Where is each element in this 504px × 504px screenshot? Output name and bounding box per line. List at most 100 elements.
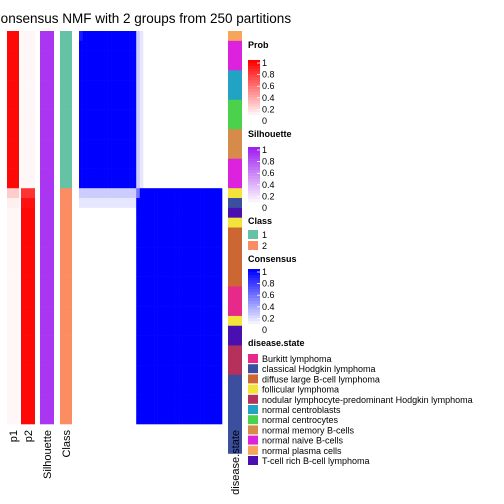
consensus-cell — [93, 109, 98, 120]
class-cell — [60, 414, 72, 425]
consensus-cell — [168, 227, 173, 238]
p2-cell — [21, 198, 35, 209]
consensus-cell — [143, 198, 148, 209]
consensus-cell — [200, 217, 205, 228]
consensus-cell — [139, 256, 144, 268]
consensus-cell — [164, 355, 169, 366]
consensus-cell — [107, 198, 112, 209]
legend-gradient-step — [248, 109, 260, 113]
legend-gradient-step — [248, 176, 260, 180]
consensus-cell — [146, 139, 151, 150]
consensus-cell — [125, 276, 130, 287]
consensus-cell — [193, 158, 198, 169]
consensus-cell — [211, 227, 216, 238]
consensus-cell — [161, 217, 166, 228]
consensus-cell — [111, 178, 116, 189]
consensus-cell — [114, 404, 119, 415]
consensus-cell — [161, 247, 166, 258]
consensus-cell — [157, 247, 162, 258]
consensus-cell — [207, 394, 212, 405]
consensus-cell — [89, 276, 94, 287]
consensus-cell — [96, 286, 101, 297]
consensus-cell — [186, 89, 191, 101]
consensus-cell — [182, 227, 187, 238]
legend-gradient-step — [248, 149, 260, 154]
consensus-cell — [204, 207, 208, 218]
class-cell — [60, 237, 72, 248]
consensus-cell — [154, 335, 158, 346]
consensus-cell — [114, 345, 119, 356]
class-cell — [60, 99, 72, 110]
consensus-cell — [129, 99, 133, 110]
consensus-cell — [211, 178, 216, 189]
consensus-cell — [186, 109, 191, 120]
consensus-cell — [143, 168, 148, 179]
consensus-cell — [157, 40, 162, 51]
consensus-cell — [107, 178, 112, 189]
silhouette-cell — [40, 129, 54, 140]
consensus-cell — [200, 404, 205, 415]
consensus-cell — [114, 207, 119, 218]
consensus-cell — [104, 266, 108, 277]
legends: Prob10.80.60.40.20Silhouette10.80.60.40.… — [248, 40, 473, 466]
consensus-cell — [154, 325, 158, 336]
consensus-cell — [111, 315, 116, 327]
consensus-cell — [157, 217, 162, 228]
silhouette-cell — [40, 99, 54, 110]
consensus-cell — [114, 276, 119, 287]
consensus-cell — [186, 335, 191, 346]
consensus-cell — [143, 188, 148, 199]
consensus-cell — [136, 178, 141, 189]
consensus-cell — [182, 256, 187, 268]
consensus-cell — [204, 99, 208, 110]
consensus-cell — [182, 365, 187, 376]
consensus-cell — [200, 129, 205, 140]
consensus-cell — [186, 256, 191, 268]
consensus-cell — [89, 414, 94, 425]
consensus-cell — [204, 306, 208, 317]
consensus-cell — [139, 286, 144, 297]
consensus-cell — [200, 168, 205, 179]
consensus-cell — [100, 374, 105, 385]
p1-cell — [7, 129, 19, 140]
consensus-cell — [179, 355, 183, 366]
consensus-cell — [129, 335, 133, 346]
consensus-cell — [139, 198, 144, 209]
legend-swatch — [248, 374, 258, 384]
consensus-cell — [93, 355, 98, 366]
class-cell — [60, 227, 72, 238]
consensus-cell — [207, 404, 212, 415]
consensus-cell — [150, 178, 155, 189]
consensus-cell — [121, 414, 126, 425]
p2-cell — [21, 168, 35, 179]
consensus-cell — [182, 31, 187, 42]
consensus-cell — [107, 237, 112, 248]
consensus-cell — [171, 256, 176, 268]
consensus-cell — [96, 404, 101, 415]
consensus-cell — [164, 119, 169, 130]
consensus-cell — [104, 109, 108, 120]
legend-title: Class — [248, 216, 272, 226]
consensus-cell — [100, 384, 105, 395]
consensus-cell — [93, 276, 98, 287]
legend-item-label: normal centroblasts — [262, 405, 341, 415]
consensus-cell — [196, 119, 201, 130]
consensus-cell — [207, 168, 212, 179]
consensus-cell — [136, 276, 141, 287]
consensus-cell — [89, 286, 94, 297]
consensus-cell — [168, 315, 173, 327]
consensus-cell — [146, 394, 151, 405]
consensus-cell — [129, 276, 133, 287]
consensus-cell — [111, 276, 116, 287]
consensus-cell — [214, 256, 219, 268]
consensus-cell — [175, 404, 180, 415]
consensus-cell — [139, 374, 144, 385]
consensus-cell — [118, 40, 123, 51]
consensus-cell — [118, 325, 123, 336]
consensus-cell — [118, 207, 123, 218]
consensus-cell — [211, 207, 216, 218]
consensus-cell — [146, 414, 151, 425]
consensus-cell — [146, 158, 151, 169]
consensus-cell — [175, 384, 180, 395]
consensus-cell — [157, 384, 162, 395]
